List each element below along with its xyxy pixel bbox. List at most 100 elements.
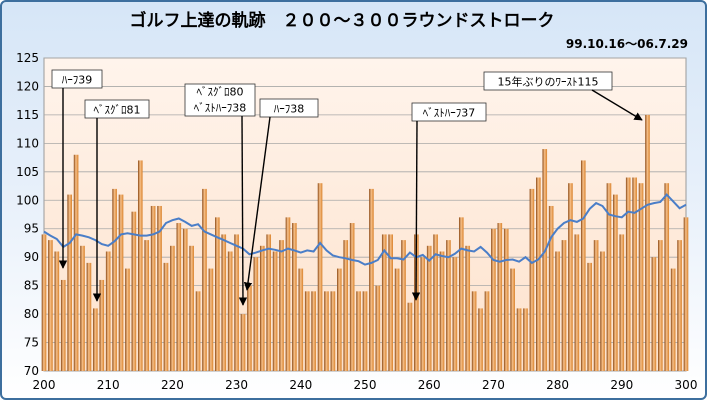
bar-296 bbox=[658, 240, 663, 371]
bar-250 bbox=[362, 291, 368, 371]
annotation-4: ﾊｰﾌ38 bbox=[243, 98, 319, 291]
bar-237 bbox=[279, 240, 284, 371]
bar-200 bbox=[41, 234, 47, 371]
average-line bbox=[43, 193, 687, 266]
x-tick-label-280: 280 bbox=[546, 378, 569, 392]
y-tick-label-75: 75 bbox=[24, 336, 39, 350]
annotation-label-4: ﾊｰﾌ38 bbox=[274, 103, 305, 116]
bar-227 bbox=[215, 217, 220, 371]
chart-subtitle: 99.10.16～06.7.29 bbox=[566, 37, 688, 51]
bar-264 bbox=[452, 257, 458, 371]
bar-270 bbox=[491, 228, 496, 371]
bar-266 bbox=[465, 245, 471, 371]
bar-283 bbox=[574, 234, 580, 371]
bar-281 bbox=[561, 240, 567, 371]
bar-225 bbox=[202, 188, 207, 371]
bar-246 bbox=[337, 268, 342, 371]
bar-216 bbox=[144, 240, 150, 371]
annotation-arrow-4 bbox=[243, 116, 271, 291]
bar-276 bbox=[529, 188, 535, 371]
bar-284 bbox=[580, 160, 586, 371]
bar-249 bbox=[356, 291, 361, 371]
bar-247 bbox=[343, 240, 349, 371]
bar-260 bbox=[426, 245, 432, 371]
bar-242 bbox=[311, 291, 316, 371]
x-tick-label-270: 270 bbox=[482, 378, 505, 392]
annotation-box-0 bbox=[51, 69, 103, 89]
x-tick-label-220: 220 bbox=[161, 378, 184, 392]
bar-299 bbox=[677, 240, 682, 371]
annotation-box-2 bbox=[184, 83, 256, 117]
bar-253 bbox=[381, 234, 387, 371]
bar-221 bbox=[176, 223, 182, 371]
bar-226 bbox=[208, 268, 214, 371]
y-tick-label-100: 100 bbox=[16, 193, 39, 207]
bar-297 bbox=[664, 183, 670, 371]
annotations: ﾊｰﾌ39 ﾍﾞｽｸﾞﾛ81 ﾍﾞｽｸﾞﾛ80 ﾍﾞｽﾄﾊｰﾌ38 ﾊｰﾌ38 ﾍﾞｽﾄﾊ… bbox=[51, 69, 643, 306]
annotation-arrow-5 bbox=[411, 120, 421, 301]
bar-228 bbox=[221, 234, 227, 371]
bar-204 bbox=[67, 194, 72, 371]
bar-218 bbox=[157, 205, 162, 371]
y-tick-label-95: 95 bbox=[24, 222, 39, 236]
bar-287 bbox=[600, 251, 605, 371]
bar-219 bbox=[163, 262, 169, 371]
bar-222 bbox=[182, 228, 188, 371]
bar-211 bbox=[112, 188, 117, 371]
y-tick-label-80: 80 bbox=[24, 307, 39, 321]
y-tick-label-105: 105 bbox=[16, 165, 39, 179]
bar-223 bbox=[189, 245, 194, 371]
bar-232 bbox=[247, 285, 252, 371]
annotation-box-1 bbox=[84, 99, 150, 119]
annotation-label-5: ﾍﾞｽﾄﾊｰﾌ37 bbox=[423, 107, 476, 120]
annotation-label-0: ﾊｰﾌ39 bbox=[62, 74, 93, 87]
bar-208 bbox=[93, 308, 98, 371]
annotation-5: ﾍﾞｽﾄﾊｰﾌ37 bbox=[411, 102, 487, 301]
bar-207 bbox=[86, 262, 92, 371]
bar-236 bbox=[272, 251, 278, 371]
x-tick-label-200: 200 bbox=[33, 378, 56, 392]
bar-230 bbox=[234, 234, 239, 371]
bar-201 bbox=[48, 240, 53, 371]
bar-256 bbox=[401, 240, 406, 371]
annotation-box-5 bbox=[411, 102, 487, 122]
annotation-label-1: ﾍﾞｽｸﾞﾛ81 bbox=[94, 104, 141, 117]
bar-235 bbox=[266, 234, 272, 371]
bar-254 bbox=[388, 234, 393, 371]
bar-290 bbox=[619, 234, 625, 371]
bar-280 bbox=[555, 251, 560, 371]
bar-238 bbox=[285, 217, 291, 371]
bar-213 bbox=[125, 268, 130, 371]
y-tick-label-85: 85 bbox=[24, 279, 39, 293]
annotation-label-6: 15年ぶりのﾜｰｽﾄ115 bbox=[498, 75, 599, 89]
bar-292 bbox=[632, 177, 637, 371]
bar-209 bbox=[99, 279, 105, 371]
annotation-label-3: ﾍﾞｽﾄﾊｰﾌ38 bbox=[194, 102, 247, 115]
bar-278 bbox=[542, 149, 548, 371]
x-tick-label-240: 240 bbox=[289, 378, 312, 392]
bar-229 bbox=[227, 251, 233, 371]
bar-267 bbox=[471, 291, 477, 371]
x-tick-label-260: 260 bbox=[418, 378, 441, 392]
bar-269 bbox=[484, 291, 490, 371]
bar-263 bbox=[446, 240, 451, 371]
bar-205 bbox=[73, 154, 79, 371]
bar-277 bbox=[536, 177, 541, 371]
bar-231 bbox=[240, 314, 246, 371]
annotation-6: 15年ぶりのﾜｰｽﾄ115 bbox=[483, 71, 643, 121]
bar-258 bbox=[414, 234, 419, 371]
bar-203 bbox=[60, 279, 66, 371]
x-tick-label-250: 250 bbox=[354, 378, 377, 392]
bar-210 bbox=[105, 251, 111, 371]
bar-244 bbox=[324, 291, 329, 371]
bar-271 bbox=[497, 223, 503, 371]
bar-234 bbox=[259, 245, 265, 371]
bar-220 bbox=[170, 245, 175, 371]
annotation-1: ﾍﾞｽｸﾞﾛ81 bbox=[84, 99, 150, 302]
bar-233 bbox=[253, 257, 259, 371]
bar-293 bbox=[638, 183, 644, 371]
bar-272 bbox=[503, 228, 509, 371]
bar-252 bbox=[375, 285, 381, 371]
x-tick-label-210: 210 bbox=[97, 378, 120, 392]
